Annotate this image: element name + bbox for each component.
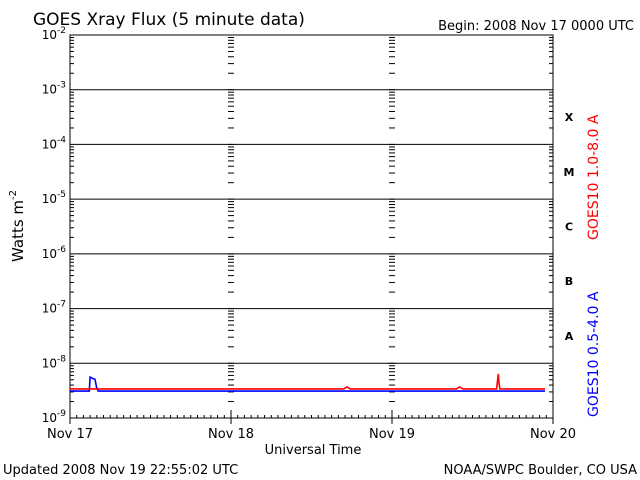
y-axis-label-text: Watts m [9, 200, 27, 262]
y-tick-label: 10-2 [42, 26, 66, 42]
y-tick-label: 10-6 [42, 245, 67, 261]
y-tick-label: 10-3 [42, 81, 66, 97]
y-tick-label: 10-8 [42, 354, 67, 370]
y-tick-base: 10 [42, 28, 57, 42]
y-tick-exponent: -3 [57, 81, 66, 91]
x-tick-label: Nov 19 [369, 427, 415, 442]
plot-frame [69, 34, 554, 419]
flare-class-label: C [565, 221, 573, 234]
series-line-short-channel [70, 375, 545, 392]
y-tick-exponent: -2 [57, 26, 66, 36]
y-tick-base: 10 [42, 356, 57, 370]
begin-label: Begin: 2008 Nov 17 0000 UTC [438, 19, 634, 34]
y-tick-base: 10 [42, 192, 57, 206]
x-tick-label: Nov 17 [47, 427, 93, 442]
x-tick-label: Nov 20 [530, 427, 576, 442]
y-tick-exponent: -7 [57, 300, 66, 310]
y-tick-label: 10-4 [42, 135, 67, 151]
y-tick-base: 10 [42, 411, 57, 425]
y-axis-label-sup: -2 [8, 190, 19, 200]
x-axis-label: Universal Time [265, 443, 362, 458]
x-tick-label: Nov 18 [208, 427, 254, 442]
y-tick-exponent: -6 [57, 245, 66, 255]
updated-timestamp: Updated 2008 Nov 19 22:55:02 UTC [3, 463, 238, 478]
y-tick-exponent: -8 [57, 354, 66, 364]
legend-short-channel: GOES10 0.5-4.0 A [586, 291, 602, 417]
y-axis-label: Watts m-2 [8, 190, 27, 262]
y-tick-exponent: -9 [57, 409, 66, 419]
flare-class-label: M [564, 166, 575, 179]
flare-class-label: A [565, 330, 574, 343]
chart-title: GOES Xray Flux (5 minute data) [33, 10, 305, 30]
y-tick-label: 10-9 [42, 409, 67, 425]
y-tick-base: 10 [42, 137, 57, 151]
flare-class-label: B [565, 275, 573, 288]
legend-long-channel: GOES10 1.0-8.0 A [586, 114, 602, 240]
y-tick-exponent: -4 [57, 135, 66, 145]
y-tick-label: 10-7 [42, 300, 66, 316]
y-tick-base: 10 [42, 302, 57, 316]
source-credit: NOAA/SWPC Boulder, CO USA [444, 463, 637, 478]
y-tick-exponent: -5 [57, 190, 66, 200]
series-line-long-channel [70, 373, 545, 390]
y-tick-base: 10 [42, 83, 57, 97]
y-tick-base: 10 [42, 247, 57, 261]
flare-class-label: X [565, 111, 574, 124]
y-tick-label: 10-5 [42, 190, 66, 206]
